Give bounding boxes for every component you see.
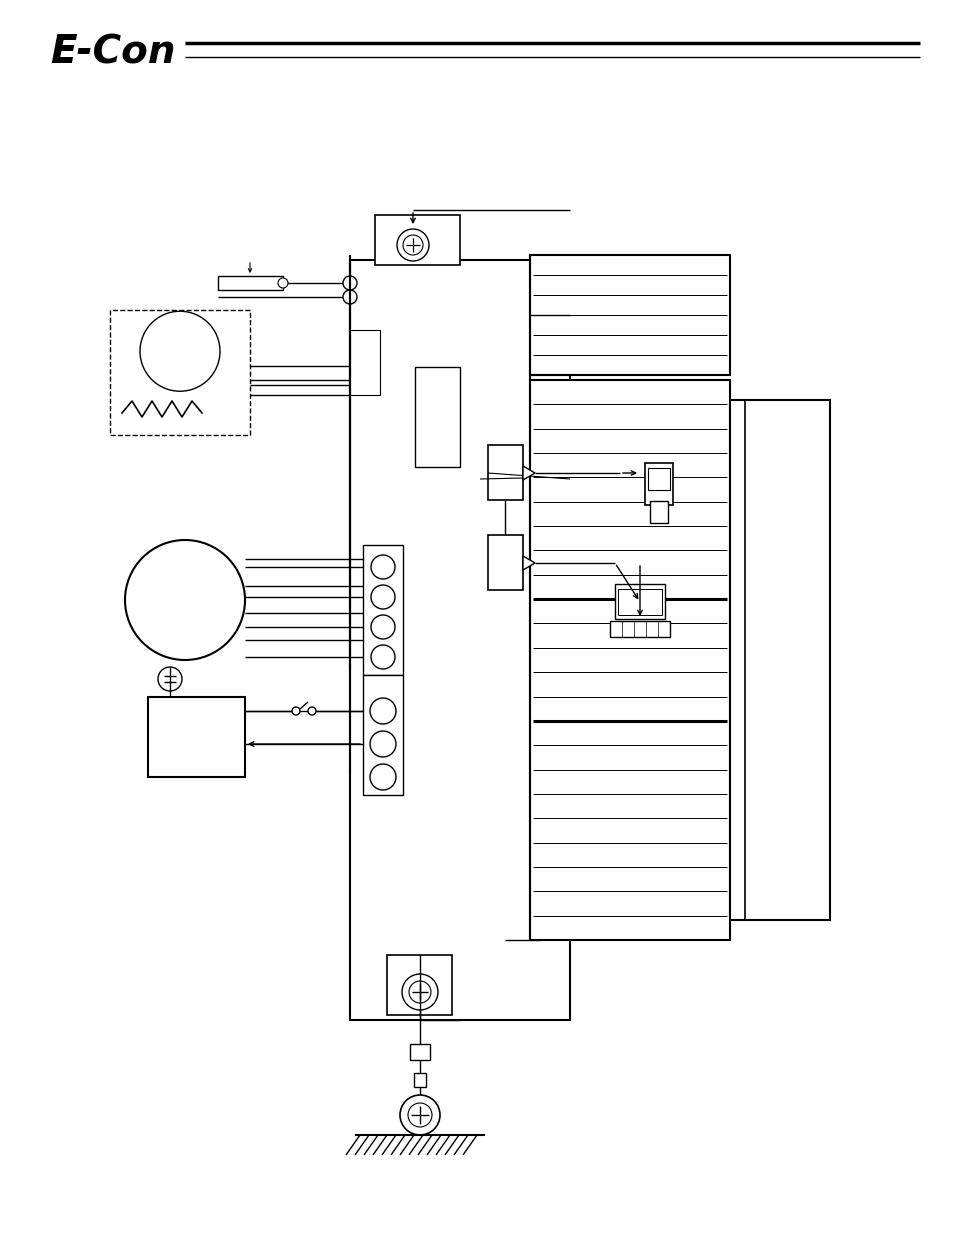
Circle shape: [370, 698, 395, 724]
Bar: [649, 501, 667, 522]
Bar: [350, 261, 569, 1020]
Circle shape: [370, 764, 395, 790]
Circle shape: [125, 540, 245, 659]
Circle shape: [409, 981, 431, 1003]
Circle shape: [370, 731, 395, 757]
Bar: [350, 330, 379, 395]
Bar: [615, 584, 664, 619]
Bar: [148, 697, 245, 777]
Circle shape: [343, 275, 356, 290]
Bar: [530, 254, 729, 375]
Text: E-Con: E-Con: [50, 33, 175, 70]
Circle shape: [401, 974, 437, 1010]
Bar: [415, 367, 459, 467]
Circle shape: [277, 278, 288, 288]
Bar: [387, 955, 452, 1015]
Circle shape: [343, 290, 356, 304]
Bar: [488, 535, 522, 590]
Bar: [375, 215, 459, 266]
Bar: [363, 676, 402, 795]
Bar: [488, 445, 522, 500]
Circle shape: [408, 1103, 432, 1128]
Circle shape: [371, 615, 395, 638]
Circle shape: [292, 706, 299, 715]
Circle shape: [140, 311, 220, 391]
Bar: [647, 468, 669, 490]
Circle shape: [399, 1095, 439, 1135]
Bar: [410, 1044, 430, 1060]
Polygon shape: [522, 466, 535, 480]
Circle shape: [371, 645, 395, 669]
Circle shape: [371, 585, 395, 609]
Bar: [644, 463, 672, 505]
Polygon shape: [522, 556, 535, 571]
Bar: [414, 1073, 426, 1087]
Bar: [618, 589, 661, 615]
Bar: [729, 400, 829, 920]
Bar: [530, 380, 729, 940]
Bar: [218, 275, 283, 290]
Circle shape: [158, 667, 182, 692]
Circle shape: [308, 706, 315, 715]
Circle shape: [396, 228, 429, 261]
Circle shape: [402, 235, 422, 254]
Circle shape: [371, 555, 395, 579]
Bar: [609, 621, 669, 637]
Bar: [363, 545, 402, 676]
Bar: [110, 310, 250, 435]
